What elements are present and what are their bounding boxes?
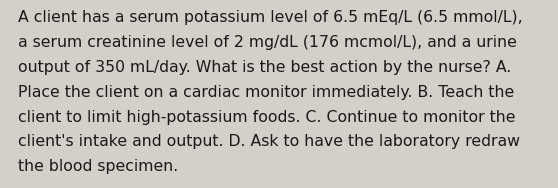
Text: output of 350 mL/day. What is the best action by the nurse? A.: output of 350 mL/day. What is the best a… bbox=[18, 60, 511, 75]
Text: Place the client on a cardiac monitor immediately. B. Teach the: Place the client on a cardiac monitor im… bbox=[18, 85, 514, 100]
Text: A client has a serum potassium level of 6.5 mEq/L (6.5 mmol/L),: A client has a serum potassium level of … bbox=[18, 10, 522, 25]
Text: client to limit high-potassium foods. C. Continue to monitor the: client to limit high-potassium foods. C.… bbox=[18, 110, 516, 125]
Text: a serum creatinine level of 2 mg/dL (176 mcmol/L), and a urine: a serum creatinine level of 2 mg/dL (176… bbox=[18, 35, 517, 50]
Text: the blood specimen.: the blood specimen. bbox=[18, 159, 178, 174]
Text: client's intake and output. D. Ask to have the laboratory redraw: client's intake and output. D. Ask to ha… bbox=[18, 134, 520, 149]
